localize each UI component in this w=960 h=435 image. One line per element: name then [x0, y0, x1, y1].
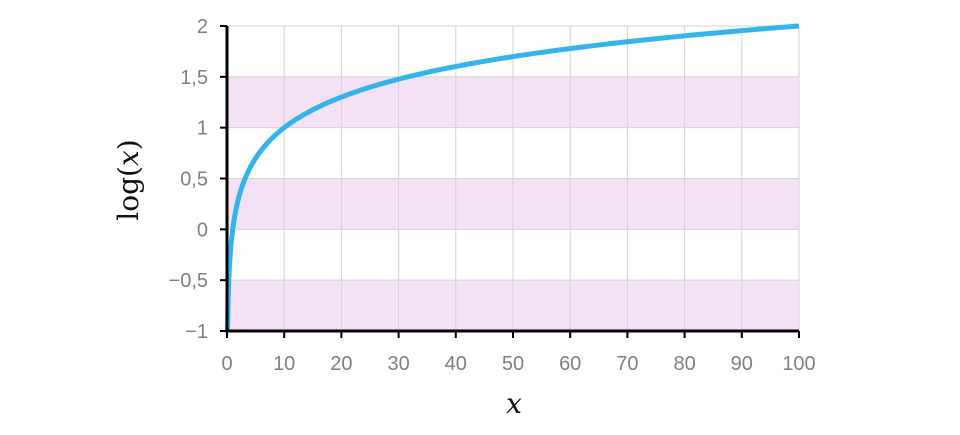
- y-tick-label-5: 1,5: [180, 67, 208, 89]
- x-tick-label-5: 50: [502, 353, 524, 375]
- y-tick-label-1: −0,5: [169, 270, 208, 292]
- x-tick-label-9: 90: [731, 353, 753, 375]
- y-axis-title-open-paren: (: [112, 166, 145, 177]
- y-axis-title-close-paren: ): [112, 139, 145, 150]
- series-group: [225, 23, 800, 332]
- y-tick-label-6: 2: [197, 16, 208, 38]
- x-tick-label-4: 40: [445, 353, 467, 375]
- x-tick-label-8: 80: [673, 353, 695, 375]
- x-tick-label-3: 30: [387, 353, 409, 375]
- x-tick-label-0: 0: [221, 353, 232, 375]
- y-axis-title-func: log: [112, 177, 145, 221]
- x-tick-label-10: 100: [782, 353, 815, 375]
- axes: [220, 25, 800, 338]
- x-tick-label-6: 60: [559, 353, 581, 375]
- tick-labels: 0 10 20 30 40 50 60 70 80 90 100 −1 −0,5 0 0,5 1 1,5 2: [169, 16, 816, 375]
- x-tick-label-2: 20: [330, 353, 352, 375]
- y-tick-label-3: 0,5: [180, 169, 208, 191]
- y-tick-label-0: −1: [185, 321, 208, 343]
- x-tick-label-1: 10: [273, 353, 295, 375]
- x-tick-label-7: 70: [616, 353, 638, 375]
- series-line-0: [225, 23, 800, 332]
- y-tick-label-2: 0: [197, 219, 208, 241]
- grid-lines: [226, 25, 800, 332]
- y-axis-title: log(x): [112, 139, 145, 220]
- y-tick-label-4: 1: [197, 118, 208, 140]
- x-axis-title: x: [506, 387, 522, 420]
- y-axis-title-var: x: [112, 150, 145, 166]
